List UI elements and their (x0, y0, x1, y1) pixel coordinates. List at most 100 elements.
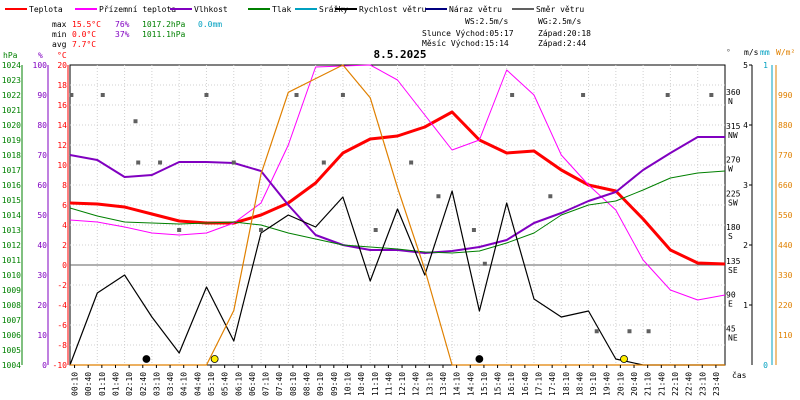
degc-axis-tick: -6 (57, 321, 67, 330)
x-tick-label: 07:40 (275, 372, 284, 396)
wind-direction-point (259, 228, 264, 232)
x-tick-label: 05:10 (207, 372, 216, 396)
stats-label: max (52, 20, 67, 29)
degc-axis-tick: 8 (62, 181, 67, 190)
x-tick-label: 03:40 (166, 372, 175, 396)
x-tick-label: 01:40 (111, 372, 120, 396)
degc-axis-tick: 2 (62, 241, 67, 250)
degc-axis-tick: 0 (62, 261, 67, 270)
wm2-tick-label: 770 (778, 151, 793, 160)
legend-label: Směr větru (536, 5, 584, 14)
pct-axis-tick: 70 (37, 151, 47, 160)
x-tick-label: 07:10 (262, 372, 271, 396)
dir-tick-label: S (728, 232, 733, 241)
pct-axis-tick: 30 (37, 271, 47, 280)
hpa-axis-tick: 1014 (2, 211, 21, 220)
wm2-tick-label: 220 (778, 301, 793, 310)
degc-axis-tick: -2 (57, 281, 67, 290)
wind-direction-point (482, 261, 487, 266)
wind-direction-point (231, 160, 236, 165)
wind-direction-points (69, 93, 714, 334)
info-ws: WS:2.5m/s (465, 17, 509, 26)
x-tick-label: 01:10 (98, 372, 107, 396)
x-tick-label: 06:10 (234, 372, 243, 396)
degc-axis-tick: 14 (57, 121, 67, 130)
wind-direction-point (69, 93, 74, 97)
x-tick-label: 08:10 (289, 372, 298, 396)
grid (70, 65, 725, 365)
dir-tick-label: E (728, 300, 733, 309)
x-tick-label: 23:40 (712, 372, 721, 396)
axes: 1004100510061007100810091010101110121013… (2, 48, 796, 370)
stats-table: max 15.5°C 76% 1017.2hPa 0.0mm min 0.0°C 37% 101… (52, 20, 222, 49)
x-tick-label: 12:40 (412, 372, 421, 396)
degc-axis-tick: 6 (62, 201, 67, 210)
hpa-axis-tick: 1019 (2, 136, 21, 145)
wind-direction-point (594, 329, 599, 334)
data-series (69, 64, 726, 366)
x-tick-label: 12:10 (398, 372, 407, 396)
stats-humidity: 37% (115, 30, 130, 39)
x-tick-label: 22:10 (671, 372, 680, 396)
degc-axis-tick: -10 (53, 361, 68, 370)
wm2-tick-label: 550 (778, 211, 793, 220)
info-sun: Slunce Východ:05:17 (422, 29, 514, 38)
x-tick-label: 09:10 (316, 372, 325, 396)
x-tick-label: 04:40 (193, 372, 202, 396)
stats-rain: 0.0mm (198, 20, 222, 29)
x-tick-label: 19:40 (603, 372, 612, 396)
legend-label: Srážky (319, 5, 348, 14)
x-tick-label: 09:40 (330, 372, 339, 396)
x-tick-label: 19:10 (589, 372, 598, 396)
ms-tick-label: 5 (743, 61, 748, 70)
degc-axis-tick: 4 (62, 221, 67, 230)
hpa-axis-tick: 1022 (2, 91, 21, 100)
wind-direction-point (340, 93, 345, 97)
pct-axis-tick: 100 (33, 61, 48, 70)
wind-direction-point (321, 160, 326, 165)
wind-direction-point (409, 160, 414, 165)
stats-pressure: 1011.1hPa (142, 30, 186, 39)
wm2-tick-label: 990 (778, 91, 793, 100)
legend-label: Vlhkost (194, 5, 228, 14)
legend-label: Teplota (29, 5, 63, 14)
x-tick-label: 13:10 (425, 372, 434, 396)
wind-direction-point (100, 93, 105, 97)
wind-direction-point (581, 93, 586, 97)
x-tick-label: 18:40 (575, 372, 584, 396)
mm-tick-label: 1 (763, 61, 768, 70)
x-tick-label: 17:40 (548, 372, 557, 396)
wind-direction-point (471, 228, 476, 232)
hpa-axis-tick: 1016 (2, 181, 21, 190)
wind-direction-point (294, 93, 299, 97)
dir-tick-value: 225 (726, 189, 741, 198)
x-tick-label: 17:10 (535, 372, 544, 396)
dir-unit: ° (726, 48, 731, 57)
hpa-axis-tick: 1012 (2, 241, 21, 250)
pct-axis-tick: 20 (37, 301, 47, 310)
dir-tick-label: NW (728, 131, 738, 140)
event-marker (475, 355, 484, 363)
wind-direction-point (510, 93, 515, 97)
hpa-axis-tick: 1004 (2, 361, 21, 370)
legend-label: Rychlost větru (359, 5, 427, 14)
event-marker (620, 355, 628, 363)
hpa-axis-tick: 1017 (2, 166, 21, 175)
wm2-tick-label: 330 (778, 271, 793, 280)
wm2-tick-label: 440 (778, 241, 793, 250)
legend-label: Přízemní teplota (99, 5, 176, 14)
stats-pressure: 1017.2hPa (142, 20, 186, 29)
wind-direction-point (548, 194, 553, 199)
x-tick-label: 02:40 (139, 372, 148, 396)
stats-label: min (52, 30, 67, 39)
x-tick-label: 23:10 (698, 372, 707, 396)
event-marker (210, 355, 219, 363)
hpa-axis-tick: 1021 (2, 106, 21, 115)
dir-tick-value: 45 (726, 324, 736, 333)
x-axis-label: čas (732, 370, 747, 380)
wind-direction-point (436, 194, 441, 199)
degc-unit: °C (57, 51, 67, 60)
wind-direction-point (627, 329, 632, 334)
sun-moon-info: WS:2.5m/s WG:2.5m/s Slunce Východ:05:17 Záp… (422, 17, 591, 48)
hpa-axis-tick: 1010 (2, 271, 21, 280)
